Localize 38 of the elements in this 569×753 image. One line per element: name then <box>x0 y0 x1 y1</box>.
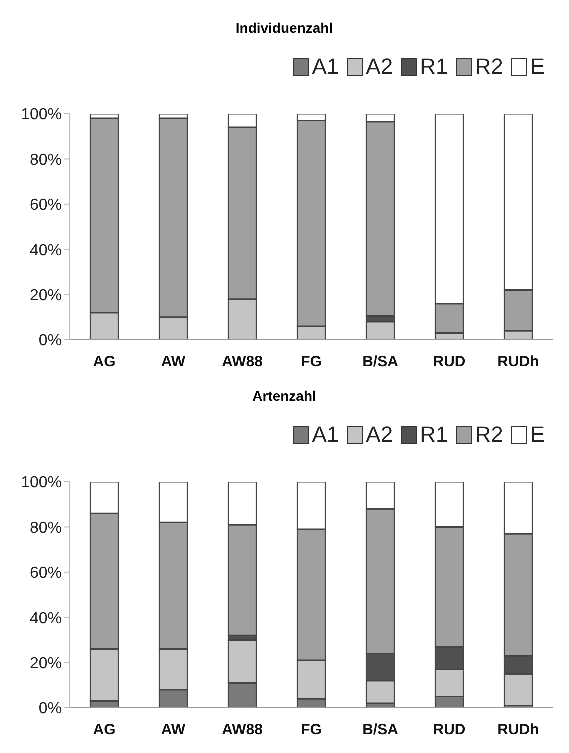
chart-title: Individuenzahl <box>234 19 334 38</box>
x-tick-label: B/SA <box>362 722 399 739</box>
y-tick-label: 80% <box>30 152 62 169</box>
x-tick-label: AW88 <box>222 354 263 371</box>
x-tick-label: AG <box>93 354 116 371</box>
x-tick-label: RUD <box>433 722 466 739</box>
x-tick-label: FG <box>301 722 322 739</box>
x-tick-label: AG <box>93 722 116 739</box>
y-tick-label: 60% <box>30 565 62 582</box>
y-tick-label: 40% <box>30 610 62 628</box>
legend-label: R1 <box>419 422 448 448</box>
y-tick-label: 40% <box>30 242 62 260</box>
x-tick-label: AW88 <box>222 722 263 739</box>
legend-label: R1 <box>419 54 448 80</box>
y-tick-label: 0% <box>38 332 62 350</box>
y-tick-label: 0% <box>38 700 62 718</box>
legend-label: R2 <box>474 422 504 448</box>
chart-title: Artenzahl <box>252 387 318 406</box>
y-tick-label: 60% <box>30 197 62 214</box>
legend-label: R2 <box>474 54 504 80</box>
legend-label: A1 <box>311 54 340 80</box>
legend-label: A1 <box>311 422 340 448</box>
x-tick-label: AW <box>161 354 186 371</box>
y-tick-label: 20% <box>30 287 62 304</box>
y-tick-label: 100% <box>21 474 62 492</box>
legend-label: A2 <box>365 422 394 448</box>
y-tick-label: 80% <box>30 520 62 537</box>
x-tick-label: RUDh <box>498 722 540 739</box>
legend-label: A2 <box>365 54 394 80</box>
x-tick-label: AW <box>161 722 186 739</box>
y-tick-label: 100% <box>21 106 62 124</box>
x-tick-label: B/SA <box>362 354 399 371</box>
x-tick-label: RUD <box>433 354 466 371</box>
series-label: E <box>529 54 545 80</box>
x-tick-label: FG <box>301 354 322 371</box>
x-tick-label: RUDh <box>498 354 540 371</box>
y-tick-label: 20% <box>30 655 62 672</box>
series-label: E <box>529 422 545 448</box>
